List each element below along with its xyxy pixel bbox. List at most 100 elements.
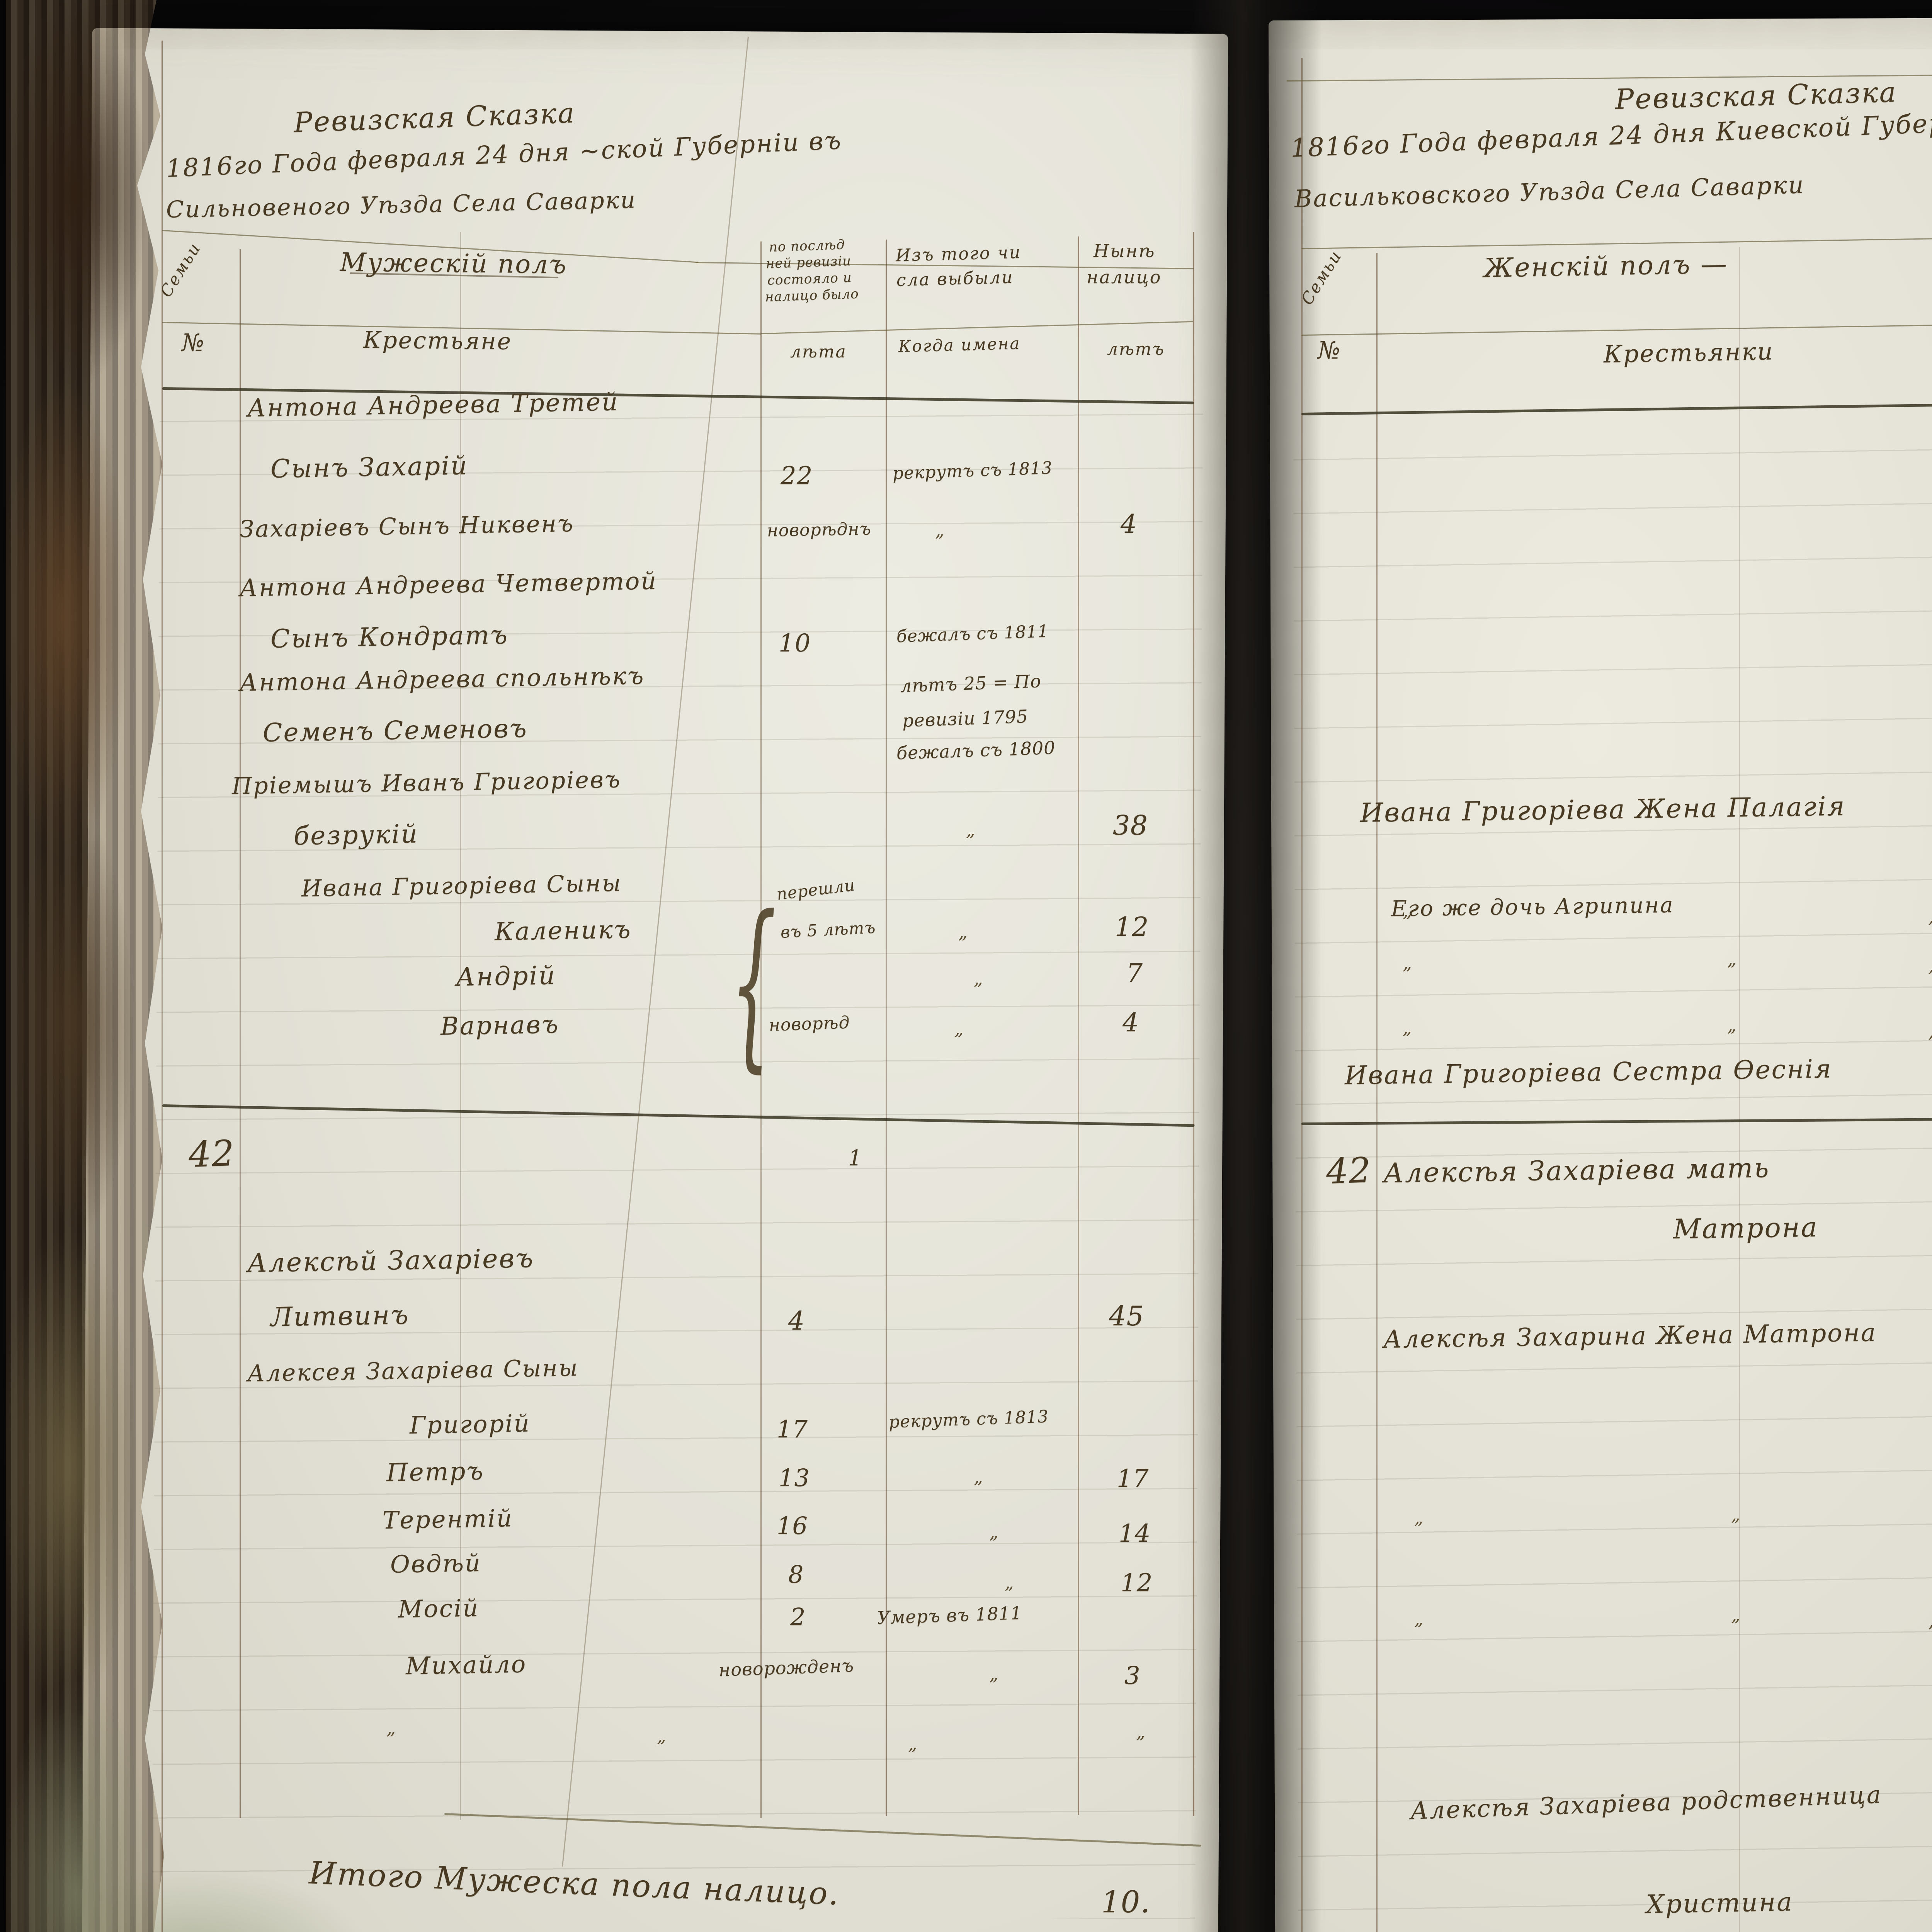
ditto-mark: „ [1414,1507,1423,1528]
column-header-prev-revision: по послѣд [769,237,845,255]
family-number: 42 [188,1132,235,1175]
ditto-mark: „ [1005,1572,1014,1593]
row-mark: 1 [848,1146,862,1171]
ditto-mark: „ [386,1718,396,1738]
entry-name: Алексѣя Захаріева мать [1383,1152,1770,1189]
table-rule [1376,253,1378,1932]
entry-age-now: 3 [1124,1662,1141,1690]
column-header-group: Крестьяне [363,327,512,355]
entry-age-prev: 16 [777,1512,808,1540]
column-header-number: № [1318,336,1342,364]
table-rule [1193,232,1194,1816]
entry-note: новорѣднъ [767,519,872,541]
ditto-mark: „ [1403,1017,1412,1038]
entry-age-now: 14 [1119,1519,1151,1548]
entry-name: Каленикъ [494,915,632,946]
ditto-mark: „ [1928,906,1932,927]
entry-name: Сынъ Захарій [270,451,469,484]
ditto-mark: „ [974,968,983,989]
column-header-prev-revision: ней ревизіи [765,253,852,272]
entry-age-prev: 4 [788,1306,805,1336]
entry-age-prev: 2 [790,1603,806,1631]
entry-name: Его же дочь Агрипина [1391,892,1675,922]
table-rule [240,249,241,1818]
entry-name: Алексѣй Захаріевъ [247,1243,534,1279]
entry-name: Григорій [409,1409,531,1439]
entry-name: Андрій [456,960,556,992]
ditto-mark: „ [935,520,944,541]
ditto-mark: „ [954,1018,964,1039]
left-page [74,28,1228,1932]
ditto-mark: „ [1136,1721,1145,1742]
ditto-mark: „ [1403,900,1412,921]
entry-name: Петръ [386,1457,485,1487]
entry-age-now: 17 [1117,1464,1149,1493]
entry-age-now: 4 [1122,1008,1139,1037]
ditto-mark: „ [1928,1611,1932,1631]
ditto-mark: „ [1731,1504,1740,1525]
entry-age-prev: 13 [779,1464,810,1492]
brace-mark: { [730,877,777,1088]
entry-age-prev: 8 [788,1560,804,1588]
ditto-mark: „ [974,1466,983,1487]
ditto-mark: „ [1727,1015,1736,1036]
entry-age-now: 7 [1126,958,1143,988]
entry-note: ревизіи 1795 [902,706,1029,731]
ditto-mark: „ [657,1725,666,1746]
ditto-mark: „ [908,1733,917,1754]
entry-name: Семенъ Семеновъ [262,713,528,748]
ditto-mark: „ [1731,1604,1740,1625]
ditto-mark: „ [958,922,968,942]
column-header-number: № [182,328,206,357]
total-value: 10. [1101,1885,1151,1920]
entry-age-now: 38 [1113,810,1148,841]
entry-age-prev: 17 [777,1415,808,1443]
column-header-present: Нынѣ [1094,240,1156,261]
column-header-group: Крестьянки [1603,337,1774,368]
ditto-mark: „ [1928,1021,1932,1042]
entry-name: Терентій [382,1504,514,1534]
column-header-departed: сла выбыли [896,267,1014,290]
table-rule [162,41,163,1932]
table-rule [886,240,887,1816]
column-subheader-age: лѣтъ [1107,339,1165,359]
entry-name: Михайло [405,1650,527,1680]
entry-name: Мосій [398,1594,480,1623]
column-subheader-when: Когда имена [898,333,1021,356]
entry-age-prev: 10 [779,629,811,658]
entry-age-now: 12 [1121,1569,1153,1597]
entry-name: Варнавъ [440,1010,560,1041]
column-header-departed: Изъ того чи [895,242,1022,265]
entry-name: Алексея Захаріева Сыны [247,1354,579,1387]
entry-name: Матрона [1673,1211,1819,1245]
column-header-gender: Мужескій полъ [340,247,568,280]
entry-name: Ивана Григоріева Сыны [301,869,622,902]
entry-name: Сынъ Кондратъ [270,620,509,654]
entry-age-now: 45 [1109,1300,1145,1332]
table-rule [1078,236,1079,1815]
ditto-mark: „ [1727,949,1736,969]
ditto-mark: „ [989,1663,998,1684]
table-rule [1301,58,1303,1932]
ruled-guidelines [151,368,1203,1920]
column-header-present: налицо [1087,267,1162,287]
ditto-mark: „ [1928,955,1932,976]
entry-age-now: 12 [1115,912,1149,942]
entry-name: Христина [1646,1887,1794,1919]
entry-age-now: 4 [1121,509,1137,539]
column-header-prev-revision: налицо было [765,286,859,305]
table-rule [760,242,762,1818]
entry-age-prev: 22 [781,462,813,490]
right-page [1268,17,1932,1932]
ditto-mark: „ [1403,952,1412,973]
ditto-mark: „ [989,1522,998,1543]
column-header-prev-revision: состояло и [767,270,852,288]
entry-name: Литвинъ [270,1299,410,1333]
ditto-mark: „ [1414,1608,1423,1629]
entry-name: Овдѣй [390,1548,482,1578]
column-header-gender: Женскій полъ — [1483,248,1728,284]
entry-note: новорѣд [769,1012,850,1035]
ditto-mark: „ [966,819,975,840]
column-subheader-age: лѣта [790,342,847,362]
